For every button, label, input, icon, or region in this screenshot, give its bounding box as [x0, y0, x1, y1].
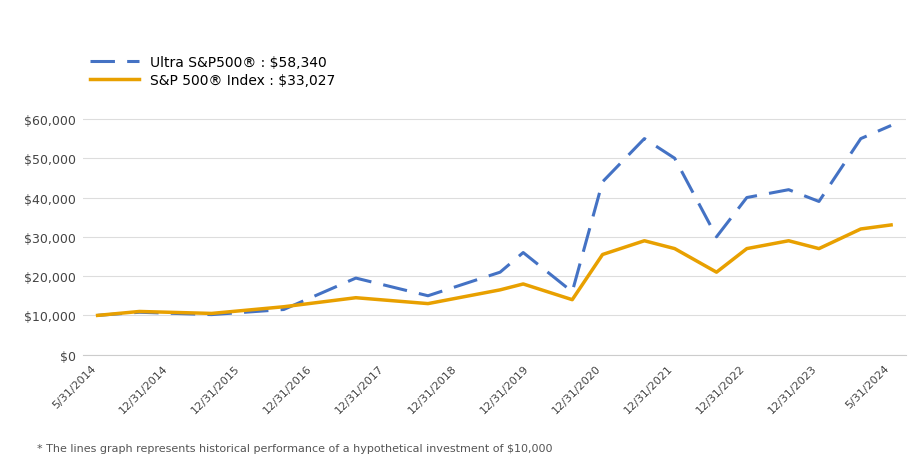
Legend: Ultra S&P500® : $58,340, S&P 500® Index : $33,027: Ultra S&P500® : $58,340, S&P 500® Index …	[91, 56, 335, 88]
Text: * The lines graph represents historical performance of a hypothetical investment: * The lines graph represents historical …	[37, 443, 553, 453]
